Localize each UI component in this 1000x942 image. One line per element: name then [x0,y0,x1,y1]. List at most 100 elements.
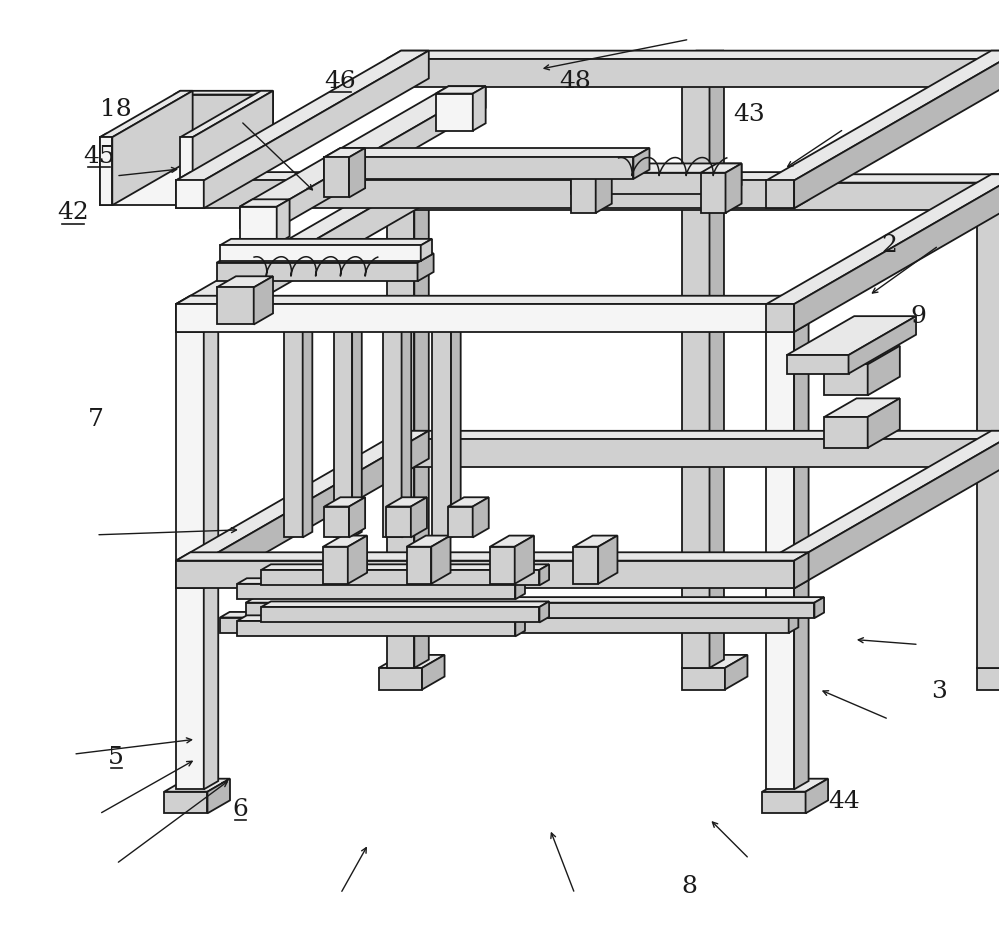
Polygon shape [261,570,539,585]
Polygon shape [237,584,515,599]
Text: 44: 44 [828,790,860,813]
Polygon shape [204,174,429,332]
Polygon shape [267,90,273,163]
Polygon shape [100,138,112,205]
Polygon shape [180,90,273,138]
Polygon shape [766,304,794,789]
Polygon shape [766,430,1000,560]
Polygon shape [490,546,515,584]
Polygon shape [387,183,1000,210]
Polygon shape [682,668,725,690]
Polygon shape [207,779,230,813]
Polygon shape [193,90,273,205]
Polygon shape [324,148,365,157]
Polygon shape [473,86,486,131]
Polygon shape [379,655,445,668]
Polygon shape [176,560,794,589]
Polygon shape [237,578,525,584]
Polygon shape [100,90,193,138]
Polygon shape [451,303,461,538]
Polygon shape [176,304,204,789]
Polygon shape [598,536,617,584]
Text: 7: 7 [88,408,104,430]
Polygon shape [422,655,445,690]
Polygon shape [794,174,1000,332]
Polygon shape [220,618,789,633]
Polygon shape [386,497,427,507]
Polygon shape [787,355,849,374]
Text: 3: 3 [931,680,947,704]
Polygon shape [431,536,451,584]
Polygon shape [814,597,824,618]
Polygon shape [240,206,277,228]
Polygon shape [977,668,1000,690]
Polygon shape [220,612,798,618]
Polygon shape [766,174,1000,304]
Polygon shape [100,134,199,138]
Polygon shape [710,51,724,668]
Text: 43: 43 [733,103,765,125]
Polygon shape [383,303,411,309]
Polygon shape [324,157,633,179]
Polygon shape [573,536,617,546]
Polygon shape [220,239,432,245]
Polygon shape [174,90,273,94]
Polygon shape [682,655,747,668]
Polygon shape [515,578,525,599]
Polygon shape [407,546,431,584]
Polygon shape [794,172,809,208]
Polygon shape [762,779,828,791]
Polygon shape [176,552,809,560]
Polygon shape [176,296,809,304]
Polygon shape [112,90,193,205]
Polygon shape [176,430,429,560]
Polygon shape [100,138,193,205]
Polygon shape [324,148,649,157]
Polygon shape [261,607,539,623]
Polygon shape [726,164,742,213]
Polygon shape [596,164,612,213]
Polygon shape [701,172,726,213]
Polygon shape [284,303,312,309]
Polygon shape [387,59,1000,87]
Polygon shape [432,309,451,538]
Polygon shape [633,148,649,179]
Polygon shape [349,497,365,538]
Polygon shape [164,779,230,791]
Polygon shape [176,51,429,181]
Polygon shape [726,164,742,194]
Polygon shape [868,398,900,447]
Text: 2: 2 [881,234,897,257]
Polygon shape [324,507,349,538]
Polygon shape [571,172,726,194]
Polygon shape [387,51,1000,59]
Polygon shape [261,601,549,607]
Polygon shape [448,507,473,538]
Polygon shape [217,276,273,287]
Polygon shape [348,536,367,584]
Polygon shape [240,206,277,244]
Text: 5: 5 [108,746,124,769]
Polygon shape [515,615,525,637]
Text: 48: 48 [559,70,591,92]
Polygon shape [725,655,747,690]
Polygon shape [490,536,534,546]
Polygon shape [418,253,434,282]
Polygon shape [573,546,598,584]
Polygon shape [436,86,486,93]
Text: 18: 18 [100,98,132,121]
Polygon shape [794,296,809,789]
Polygon shape [794,51,1000,208]
Polygon shape [766,181,794,208]
Polygon shape [323,536,367,546]
Text: 46: 46 [325,70,356,92]
Polygon shape [539,564,549,585]
Polygon shape [174,94,267,163]
Text: 42: 42 [57,202,89,224]
Polygon shape [176,172,809,181]
Polygon shape [349,148,365,198]
Polygon shape [176,560,204,589]
Polygon shape [246,603,814,618]
Polygon shape [246,597,824,603]
Polygon shape [277,200,290,244]
